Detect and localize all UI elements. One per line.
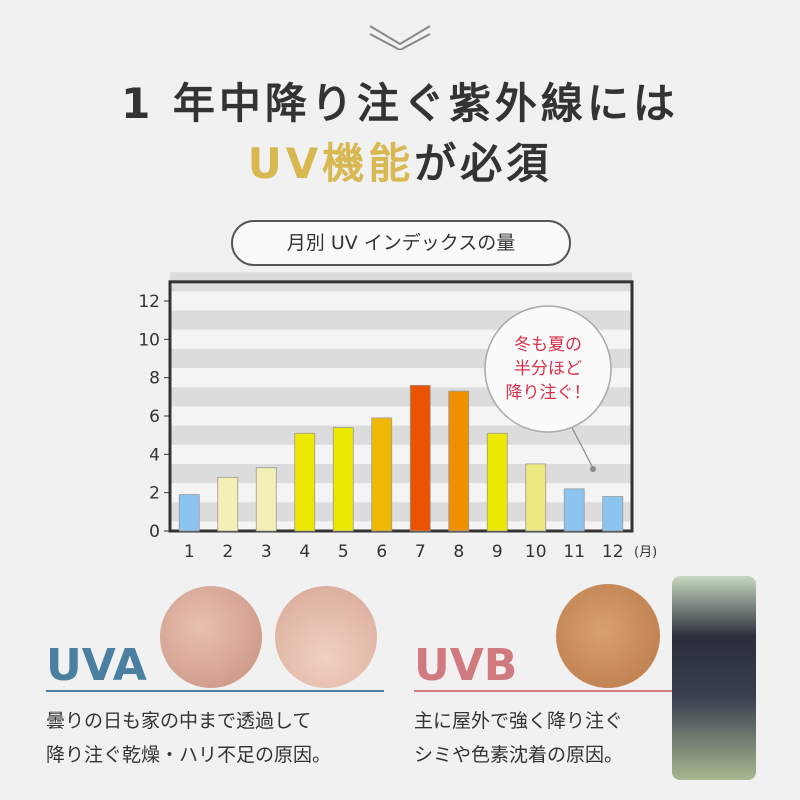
x-tick-label: 9: [492, 542, 503, 562]
callout-bubble: [484, 305, 612, 433]
x-tick-label: 11: [563, 542, 585, 562]
headline-rest: が必須: [414, 139, 553, 188]
bar: [255, 467, 277, 532]
bar: [525, 463, 547, 532]
uva-title: UVA: [46, 640, 147, 691]
y-tick-label: 0: [149, 522, 160, 542]
skin-image-dry: [160, 586, 262, 688]
x-tick-label: 12: [602, 542, 624, 562]
headline-accent: UV機能: [247, 139, 415, 188]
uva-desc-line: 降り注ぐ乾燥・ハリ不足の原因。: [46, 744, 332, 766]
y-tick-label: 2: [149, 484, 160, 504]
callout-pointer: [567, 419, 594, 469]
uvb-desc-line: 主に屋外で強く降り注ぐ: [414, 710, 624, 732]
x-unit-label: (月): [634, 545, 657, 560]
bar: [409, 384, 431, 532]
headline-line1: 1 年中降り注ぐ紫外線には: [121, 79, 679, 128]
plot-frame: [168, 280, 634, 533]
bar: [602, 496, 624, 532]
uva-desc-line: 曇りの日も家の中まで透過して: [46, 710, 312, 732]
x-tick-label: 8: [453, 542, 464, 562]
headline-line2: UV機能が必須: [0, 130, 800, 191]
x-tick-label: 10: [525, 542, 547, 562]
grid-stripe: [170, 502, 632, 522]
x-tick-label: 6: [376, 542, 387, 562]
uvb-title: UVB: [414, 640, 518, 691]
callout-text: 冬も夏の: [514, 335, 582, 355]
chevron-down-icon: [369, 25, 431, 50]
uvb-description: 主に屋外で強く降り注ぐ シミや色素沈着の原因。: [414, 704, 623, 772]
y-tick-label: 10: [138, 330, 160, 350]
skin-image-touch: [275, 586, 377, 688]
x-tick-label: 7: [415, 542, 426, 562]
bar: [486, 432, 508, 532]
uva-description: 曇りの日も家の中まで透過して 降り注ぐ乾燥・ハリ不足の原因。: [46, 704, 331, 772]
uvb-divider: [414, 690, 672, 692]
x-tick-label: 3: [261, 542, 272, 562]
grid-stripe: [170, 425, 632, 445]
y-tick-label: 4: [149, 445, 160, 465]
callout-text: 半分ほど: [514, 359, 582, 379]
x-tick-label: 5: [338, 542, 349, 562]
chart-label: 月別 UV インデックスの量: [231, 220, 571, 266]
bar: [448, 390, 470, 532]
uva-divider: [46, 690, 384, 692]
uvb-desc-line: シミや色素沈着の原因。: [414, 744, 624, 766]
skin-image-spots: [556, 584, 660, 688]
bar: [217, 476, 239, 532]
bar: [563, 488, 585, 532]
y-tick-label: 12: [138, 292, 160, 312]
y-tick-label: 8: [149, 369, 160, 389]
bar: [332, 427, 354, 532]
grid-stripe: [170, 463, 632, 484]
x-tick-label: 4: [299, 542, 310, 562]
x-tick-label: 1: [184, 542, 195, 562]
callout-text: 降り注ぐ！: [506, 383, 591, 403]
bar: [371, 417, 393, 532]
bar: [294, 432, 316, 532]
y-tick-label: 6: [149, 407, 160, 427]
umbrella-photo: [672, 576, 756, 780]
callout-dot: [590, 466, 596, 472]
x-tick-label: 2: [222, 542, 233, 562]
bar: [178, 494, 200, 532]
